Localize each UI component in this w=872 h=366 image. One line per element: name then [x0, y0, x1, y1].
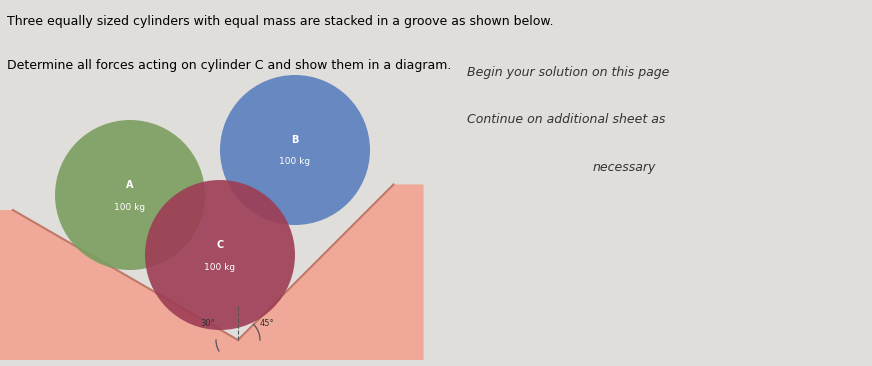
Text: Begin your solution on this page: Begin your solution on this page: [467, 66, 669, 79]
Circle shape: [220, 75, 370, 225]
Text: 100 kg: 100 kg: [114, 202, 146, 212]
Text: 100 kg: 100 kg: [204, 262, 235, 272]
Text: B: B: [291, 135, 299, 145]
Text: Three equally sized cylinders with equal mass are stacked in a groove as shown b: Three equally sized cylinders with equal…: [7, 15, 554, 28]
Text: necessary: necessary: [593, 161, 657, 174]
Text: Determine all forces acting on cylinder C and show them in a diagram.: Determine all forces acting on cylinder …: [7, 59, 452, 72]
Circle shape: [145, 180, 295, 330]
Text: A: A: [126, 180, 133, 190]
Text: 100 kg: 100 kg: [279, 157, 310, 167]
Circle shape: [55, 120, 205, 270]
Polygon shape: [0, 184, 424, 360]
Text: 45°: 45°: [260, 319, 275, 328]
Text: Continue on additional sheet as: Continue on additional sheet as: [467, 113, 664, 127]
Text: C: C: [216, 240, 223, 250]
Text: 30°: 30°: [200, 319, 215, 328]
